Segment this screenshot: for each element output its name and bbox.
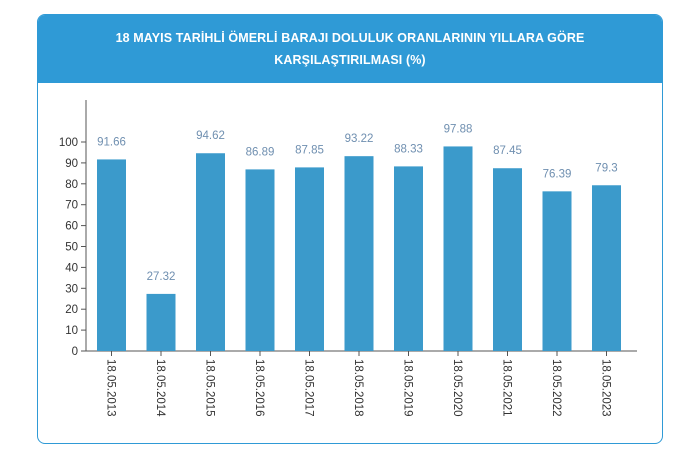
data-label: 88.33 [394,143,423,155]
y-tick-label: 100 [59,137,78,149]
bar [493,168,522,351]
x-tick-label: 18.05.2019 [402,359,414,417]
bar [146,293,176,351]
x-tick-label: 18.05.2015 [204,359,216,417]
data-label: 76.39 [543,168,572,180]
x-tick-label: 18.05.2021 [501,359,513,417]
y-tick-label: 70 [65,200,78,212]
chart-title: 18 MAYIS TARİHLİ ÖMERLİ BARAJI DOLULUK O… [115,31,585,67]
x-tick-label: 18.05.2017 [303,359,315,417]
y-tick-label: 10 [65,325,78,337]
y-tick-label: 40 [65,262,78,274]
y-tick-label: 80 [65,179,78,191]
data-label: 86.89 [246,146,275,158]
data-label: 91.66 [97,136,126,148]
y-tick-label: 50 [65,242,78,254]
data-label: 87.85 [295,144,324,156]
bar [245,169,275,351]
bar [97,159,126,351]
data-label: 27.32 [147,271,176,283]
data-label: 93.22 [345,133,374,145]
data-label: 94.62 [196,130,225,142]
y-tick-label: 60 [65,221,78,233]
y-tick-label: 90 [65,158,78,170]
y-tick-label: 30 [65,283,78,295]
x-tick-label: 18.05.2013 [105,359,117,417]
data-label: 79.3 [595,162,617,174]
data-label: 97.88 [444,123,473,135]
bar [196,153,225,351]
x-tick-label: 18.05.2023 [600,359,612,417]
x-tick-label: 18.05.2016 [253,359,265,417]
data-label: 87.45 [493,145,522,157]
bar [295,167,324,351]
bar [542,191,572,351]
x-tick-label: 18.05.2020 [451,359,463,417]
x-tick-label: 18.05.2022 [550,359,562,417]
bar [592,185,621,351]
bar [344,156,374,351]
y-tick-label: 20 [65,304,78,316]
bar [443,146,473,351]
y-tick-label: 0 [72,346,78,358]
bar [394,166,423,351]
x-tick-label: 18.05.2018 [352,359,364,417]
x-tick-label: 18.05.2014 [154,359,166,417]
chart-header: 18 MAYIS TARİHLİ ÖMERLİ BARAJI DOLULUK O… [38,15,662,83]
